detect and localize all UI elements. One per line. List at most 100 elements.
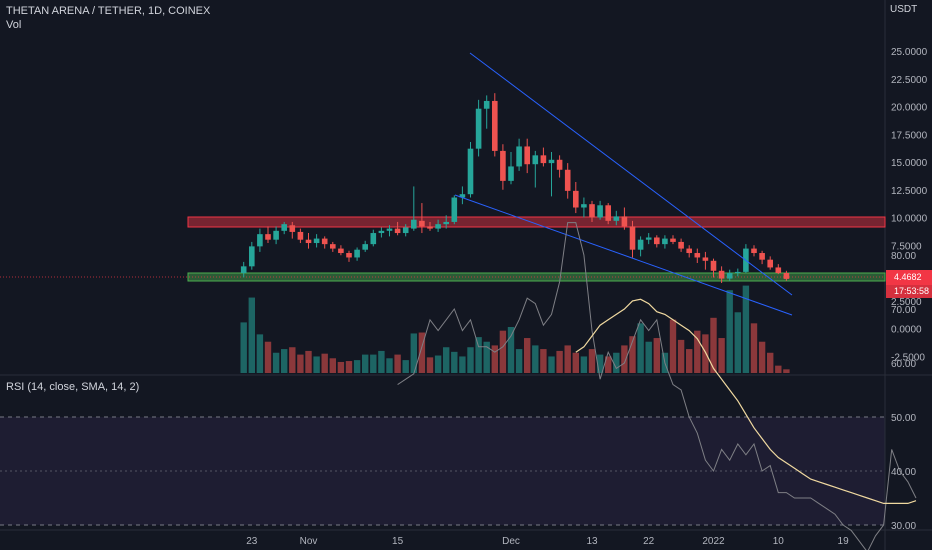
candle-body [273, 230, 279, 240]
volume-bar [475, 337, 482, 373]
volume-bar [281, 349, 288, 373]
candle-body [508, 166, 514, 181]
price-tick-label: 20.0000 [891, 103, 928, 114]
lower-trendline[interactable] [454, 194, 793, 316]
candle-body [240, 266, 247, 273]
volume-bar [524, 338, 531, 373]
candle-body [564, 169, 571, 191]
candle-countdown: 17:53:58 [886, 285, 932, 298]
candle-body [694, 253, 701, 258]
volume-bar [289, 347, 296, 373]
rsi-tick-label: 60.00 [891, 359, 916, 370]
candle-body [330, 244, 336, 249]
candle-body [378, 230, 385, 234]
volume-bar [580, 356, 588, 373]
candle-body [289, 225, 296, 232]
volume-bar [637, 323, 644, 373]
candle-body [654, 237, 660, 245]
candle-body [645, 237, 652, 240]
volume-bar [588, 349, 596, 373]
volume-bar [499, 330, 507, 373]
volume-bar [426, 357, 434, 373]
volume-bar [783, 369, 790, 373]
candle-body [257, 234, 263, 247]
candle-body [321, 238, 328, 245]
candle-body [427, 226, 433, 229]
candle-body [516, 146, 522, 167]
candle-body [394, 228, 401, 234]
volume-bar [629, 336, 636, 373]
volume-bars [240, 285, 790, 373]
time-tick-label: Dec [502, 536, 520, 547]
candle-body [354, 249, 360, 258]
volume-bar [605, 356, 612, 373]
price-tick-label: 15.0000 [891, 158, 928, 169]
candle-body [443, 221, 449, 225]
time-tick-label: 22 [643, 536, 655, 547]
volume-bar [686, 349, 693, 373]
candle-body [718, 270, 725, 279]
candle-body [686, 248, 692, 254]
volume-bar [321, 353, 328, 373]
volume-bar [710, 317, 717, 373]
rsi-tick-label: 50.00 [891, 413, 916, 424]
candle-body [702, 257, 709, 261]
price-tick-label: -2.5000 [891, 352, 925, 363]
volume-bar [410, 333, 417, 373]
volume-bar [256, 334, 264, 373]
candle-body [751, 248, 757, 254]
volume-bar [305, 350, 312, 373]
volume-bar [386, 358, 393, 373]
candle-body [492, 100, 498, 151]
volume-bar [483, 341, 490, 373]
volume-bar [540, 349, 547, 373]
upper-trendline[interactable] [469, 52, 793, 296]
candle-body [370, 233, 377, 245]
rsi-band-fill [0, 417, 885, 525]
volume-bar [378, 350, 385, 373]
symbol-title: THETAN ARENA / TETHER, 1D, COINEX [6, 5, 211, 17]
price-tick-label: 10.0000 [891, 214, 928, 225]
currency-unit[interactable]: USDT [890, 4, 918, 15]
candle-body [548, 159, 555, 164]
volume-bar [345, 361, 353, 373]
volume-bar [645, 341, 652, 373]
volume-bar [443, 347, 450, 373]
price-tick-label: 25.0000 [891, 47, 928, 58]
price-tick-label: 7.5000 [891, 241, 922, 252]
price-tick-label: 12.5000 [891, 186, 928, 197]
volume-bar [726, 290, 733, 373]
volume-bar [402, 360, 409, 373]
candle-body [402, 227, 409, 234]
candles [240, 93, 790, 283]
candle-body [581, 204, 587, 208]
candle-body [281, 224, 287, 231]
support-zone[interactable] [187, 272, 886, 282]
candle-body [735, 271, 741, 273]
candle-body [313, 238, 320, 244]
resistance-zone[interactable] [187, 216, 886, 228]
candle-body [362, 244, 368, 250]
volume-bar [418, 332, 426, 373]
time-tick-label: 19 [838, 536, 850, 547]
volume-bar [775, 365, 782, 373]
price-tick-label: 0.0000 [891, 325, 922, 336]
candle-body [726, 273, 733, 279]
candle-body [759, 253, 765, 260]
rsi-tick-label: 80.00 [891, 251, 916, 262]
candle-body [783, 273, 790, 279]
candle-body [597, 205, 603, 218]
volume-bar [702, 334, 709, 373]
candle-body [419, 220, 425, 227]
candle-body [573, 190, 579, 208]
candle-body [483, 100, 490, 109]
volume-bar [548, 356, 555, 373]
candle-body [297, 231, 304, 240]
volume-bar [459, 356, 466, 373]
candle-body [540, 155, 547, 164]
candle-body [662, 238, 668, 245]
time-tick-label: Nov [300, 536, 318, 547]
candle-body [637, 239, 644, 250]
price-tick-label: 17.5000 [891, 130, 928, 141]
